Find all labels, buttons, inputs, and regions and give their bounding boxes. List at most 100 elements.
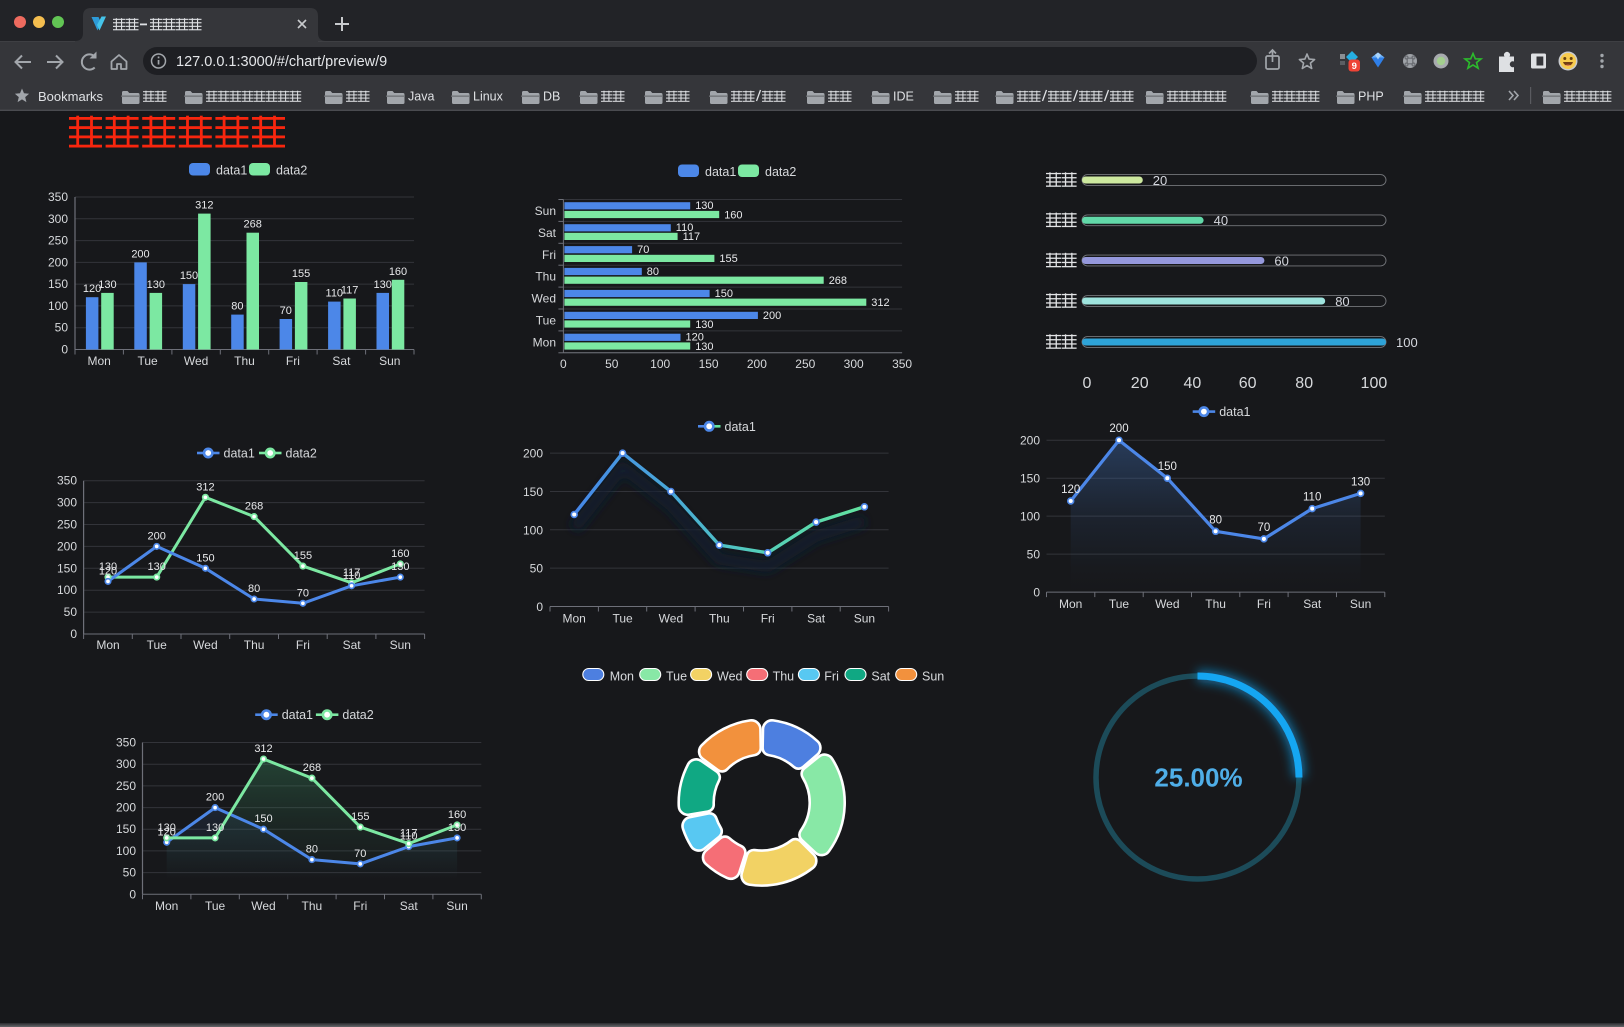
svg-text:130: 130 [98, 279, 116, 291]
svg-text:Mon: Mon [155, 899, 178, 913]
svg-text:Linux: Linux [473, 90, 504, 104]
svg-text:155: 155 [294, 550, 312, 562]
svg-text:Bookmarks: Bookmarks [38, 89, 104, 104]
svg-text:0: 0 [1033, 586, 1040, 600]
svg-text:Thu: Thu [535, 270, 556, 284]
svg-text:50: 50 [55, 321, 69, 335]
svg-text:100: 100 [116, 844, 136, 858]
svg-text:Wed: Wed [251, 899, 275, 913]
svg-text:268: 268 [244, 219, 262, 231]
svg-text:100: 100 [1020, 510, 1040, 524]
svg-text:160: 160 [448, 809, 466, 821]
svg-text:312: 312 [254, 743, 272, 755]
svg-text:110: 110 [1303, 492, 1321, 504]
svg-text:data2: data2 [286, 447, 317, 461]
svg-text:130: 130 [374, 279, 392, 291]
svg-text:50: 50 [530, 562, 544, 576]
svg-text:Thu: Thu [302, 899, 323, 913]
svg-text:300: 300 [57, 496, 77, 510]
svg-text:Sun: Sun [446, 899, 467, 913]
svg-text:300: 300 [48, 212, 68, 226]
svg-text:130: 130 [206, 822, 224, 834]
svg-text:Fri: Fri [824, 670, 839, 684]
svg-text:70: 70 [297, 587, 309, 599]
svg-text:155: 155 [292, 268, 310, 280]
svg-text:Sat: Sat [807, 612, 826, 626]
svg-text:350: 350 [48, 190, 68, 204]
svg-text:0: 0 [129, 887, 136, 901]
svg-text:data1: data1 [1219, 405, 1250, 419]
svg-text:312: 312 [871, 297, 889, 309]
svg-text:Tue: Tue [612, 612, 633, 626]
svg-text:50: 50 [64, 605, 78, 619]
svg-text:Tue: Tue [1109, 597, 1130, 611]
svg-text:Fri: Fri [542, 248, 556, 262]
svg-text:117: 117 [683, 231, 701, 243]
svg-text:Sat: Sat [332, 354, 351, 368]
svg-text:50: 50 [605, 357, 619, 371]
svg-text:Fri: Fri [286, 354, 300, 368]
svg-text:Sat: Sat [871, 670, 890, 684]
svg-text:130: 130 [147, 279, 165, 291]
svg-text:data2: data2 [342, 708, 373, 722]
svg-text:Sun: Sun [1350, 597, 1371, 611]
svg-text:200: 200 [1109, 423, 1128, 435]
svg-text:Tue: Tue [205, 899, 226, 913]
svg-text:Fri: Fri [296, 638, 310, 652]
svg-text:20: 20 [1131, 375, 1149, 392]
svg-text:Wed: Wed [193, 638, 217, 652]
svg-text:50: 50 [123, 866, 137, 880]
svg-text:150: 150 [48, 277, 68, 291]
svg-text:Mon: Mon [96, 638, 119, 652]
svg-text:0: 0 [1083, 375, 1092, 392]
svg-text:200: 200 [116, 801, 136, 815]
svg-text:150: 150 [699, 357, 719, 371]
svg-text:120: 120 [83, 283, 101, 295]
svg-text:200: 200 [206, 792, 224, 804]
svg-text:Fri: Fri [1257, 597, 1271, 611]
svg-text:120: 120 [686, 332, 704, 344]
svg-text:110: 110 [400, 831, 418, 843]
svg-text:80: 80 [306, 844, 318, 856]
svg-text:Sun: Sun [854, 612, 875, 626]
svg-text:Tue: Tue [137, 354, 158, 368]
svg-text:Sat: Sat [1303, 597, 1322, 611]
svg-text:350: 350 [57, 474, 77, 488]
svg-text:9: 9 [1352, 61, 1357, 72]
svg-text:268: 268 [303, 762, 321, 774]
svg-text:Thu: Thu [709, 612, 730, 626]
svg-text:130: 130 [99, 561, 117, 573]
svg-text:data1: data1 [216, 164, 247, 178]
svg-text:Sun: Sun [390, 638, 411, 652]
svg-text:200: 200 [763, 310, 781, 322]
svg-text:160: 160 [391, 548, 409, 560]
svg-text:350: 350 [892, 357, 912, 371]
svg-text:0: 0 [536, 600, 543, 614]
svg-text:50: 50 [1027, 548, 1041, 562]
svg-text:130: 130 [1351, 476, 1370, 488]
svg-text:200: 200 [131, 248, 149, 260]
svg-text:80: 80 [1335, 294, 1349, 309]
svg-text:130: 130 [391, 561, 409, 573]
svg-text:100: 100 [57, 583, 77, 597]
svg-text:Tue: Tue [147, 638, 168, 652]
svg-text:Mon: Mon [563, 612, 586, 626]
svg-text:150: 150 [715, 288, 733, 300]
svg-text:data1: data1 [725, 420, 756, 434]
svg-text:200: 200 [747, 357, 767, 371]
svg-text:200: 200 [57, 539, 77, 553]
svg-text:Fri: Fri [761, 612, 775, 626]
svg-text:117: 117 [343, 567, 361, 579]
svg-text:200: 200 [523, 447, 543, 461]
svg-text:150: 150 [196, 552, 214, 564]
svg-text:300: 300 [844, 357, 864, 371]
svg-text:130: 130 [148, 561, 166, 573]
svg-text:130: 130 [448, 822, 466, 834]
svg-text:117: 117 [400, 828, 418, 840]
svg-text:350: 350 [116, 736, 136, 750]
svg-text:117: 117 [341, 285, 359, 297]
svg-text:150: 150 [254, 813, 272, 825]
svg-text:100: 100 [523, 523, 543, 537]
svg-text:Wed: Wed [1155, 597, 1179, 611]
svg-text:0: 0 [560, 357, 567, 371]
